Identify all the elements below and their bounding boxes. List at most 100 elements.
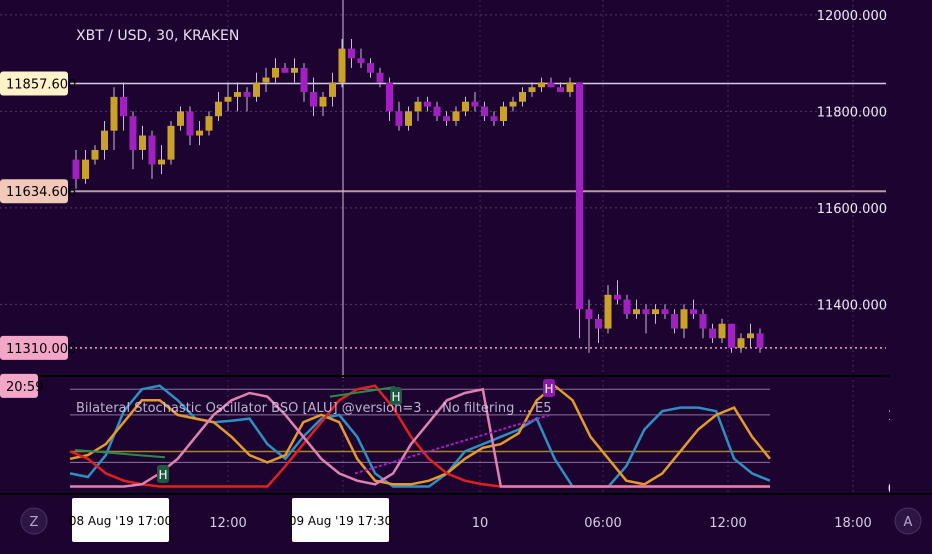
grid (0, 0, 890, 494)
candle[interactable] (338, 38, 346, 88)
svg-text:08 Aug '19 17:00: 08 Aug '19 17:00 (69, 514, 172, 528)
signal-marker[interactable]: H (157, 465, 169, 483)
candle[interactable] (367, 58, 374, 78)
candle[interactable] (82, 149, 89, 184)
candle[interactable] (91, 145, 99, 165)
osc-series-line (69, 384, 771, 488)
candle[interactable] (281, 63, 289, 73)
candle[interactable] (300, 63, 308, 102)
candle[interactable] (661, 304, 669, 319)
price-axis[interactable] (890, 0, 932, 494)
candle[interactable] (196, 121, 203, 146)
y-tick-label: 12000.000 (817, 9, 887, 24)
candle[interactable] (205, 111, 213, 136)
candle[interactable] (585, 299, 593, 353)
candle[interactable] (291, 58, 298, 83)
candle[interactable] (614, 280, 621, 305)
candle[interactable] (253, 72, 260, 102)
candle[interactable] (424, 96, 431, 112)
x-axis-ticks: 12:00 10 06:00 12:00 18:00 08 Aug '19 17:00 09… (69, 498, 872, 542)
candle[interactable] (633, 299, 640, 319)
candle[interactable] (557, 82, 564, 93)
candle[interactable] (756, 328, 764, 353)
oscillator-title: Bilateral Stochastic Oscillator BSO [ALU… (76, 401, 551, 416)
svg-text:09 Aug '19 17:30: 09 Aug '19 17:30 (289, 514, 392, 528)
svg-text:20:59: 20:59 (6, 380, 43, 395)
candle[interactable] (243, 87, 251, 112)
auto-scale-button[interactable]: A (894, 507, 922, 535)
x-tick-label: 12:00 (709, 516, 746, 531)
candle[interactable] (528, 82, 536, 97)
candle[interactable] (310, 77, 317, 117)
candle[interactable] (728, 323, 735, 353)
candle[interactable] (595, 314, 602, 344)
candle[interactable] (538, 77, 545, 93)
candle[interactable] (405, 106, 412, 131)
candle[interactable] (224, 82, 232, 112)
candle[interactable] (462, 96, 469, 117)
candle[interactable] (471, 92, 479, 112)
candle[interactable] (576, 82, 583, 339)
candle[interactable] (262, 67, 270, 93)
auto-scale-label: A (904, 515, 913, 530)
candle[interactable] (604, 285, 612, 334)
price-label-countdown: 20:59 (0, 373, 43, 398)
candle[interactable] (101, 121, 108, 160)
x-highlight-label: 09 Aug '19 17:30 (289, 498, 392, 542)
candle[interactable] (690, 299, 697, 319)
candle[interactable] (519, 87, 526, 107)
price-label-line: 11634.606 (0, 179, 76, 204)
candle[interactable] (642, 304, 650, 334)
candle[interactable] (395, 101, 403, 131)
candle[interactable] (747, 323, 754, 348)
candle[interactable] (348, 38, 355, 68)
candle[interactable] (110, 87, 118, 150)
candle[interactable] (737, 333, 745, 353)
price-labels: 11857.600 11634.606 11310.000 20:59 (0, 71, 76, 398)
candle[interactable] (329, 72, 336, 107)
candle[interactable] (357, 48, 365, 68)
candle[interactable] (158, 145, 165, 175)
candle[interactable] (167, 121, 175, 165)
candle[interactable] (566, 77, 574, 97)
candle[interactable] (680, 304, 688, 339)
candle[interactable] (623, 294, 631, 319)
candle[interactable] (490, 111, 498, 126)
candle[interactable] (433, 101, 441, 122)
candle[interactable] (148, 130, 156, 179)
candle[interactable] (177, 106, 184, 131)
candle[interactable] (671, 309, 678, 334)
candle[interactable] (139, 125, 146, 160)
candle[interactable] (319, 92, 327, 117)
candle[interactable] (718, 318, 726, 344)
candle[interactable] (376, 67, 384, 88)
signal-marker[interactable]: H (390, 387, 402, 405)
candle[interactable] (186, 106, 194, 146)
candle[interactable] (443, 111, 450, 126)
candle[interactable] (386, 77, 393, 122)
divergence-line (74, 448, 166, 459)
candle[interactable] (272, 58, 279, 83)
candle[interactable] (452, 106, 460, 126)
candles[interactable] (72, 38, 764, 353)
scale-left-button[interactable]: Z (20, 507, 48, 535)
candle[interactable] (699, 309, 707, 339)
candle[interactable] (509, 96, 517, 112)
candle[interactable] (481, 101, 488, 122)
candle[interactable] (547, 77, 555, 88)
signal-marker[interactable]: H (543, 379, 555, 397)
candle[interactable] (709, 323, 716, 344)
candle[interactable] (652, 304, 659, 324)
candle[interactable] (72, 149, 80, 189)
oscillator-pane: HHH1.0000.000 (69, 379, 925, 497)
candle[interactable] (414, 96, 422, 122)
candle[interactable] (234, 82, 241, 112)
candle[interactable] (500, 101, 507, 126)
candle[interactable] (120, 82, 127, 131)
candle[interactable] (215, 92, 222, 122)
x-highlight-label: 08 Aug '19 17:00 (69, 498, 172, 542)
y-tick-label: 11800.000 (817, 105, 887, 120)
svg-text:11310.000: 11310.000 (6, 342, 76, 357)
candle[interactable] (129, 111, 137, 170)
